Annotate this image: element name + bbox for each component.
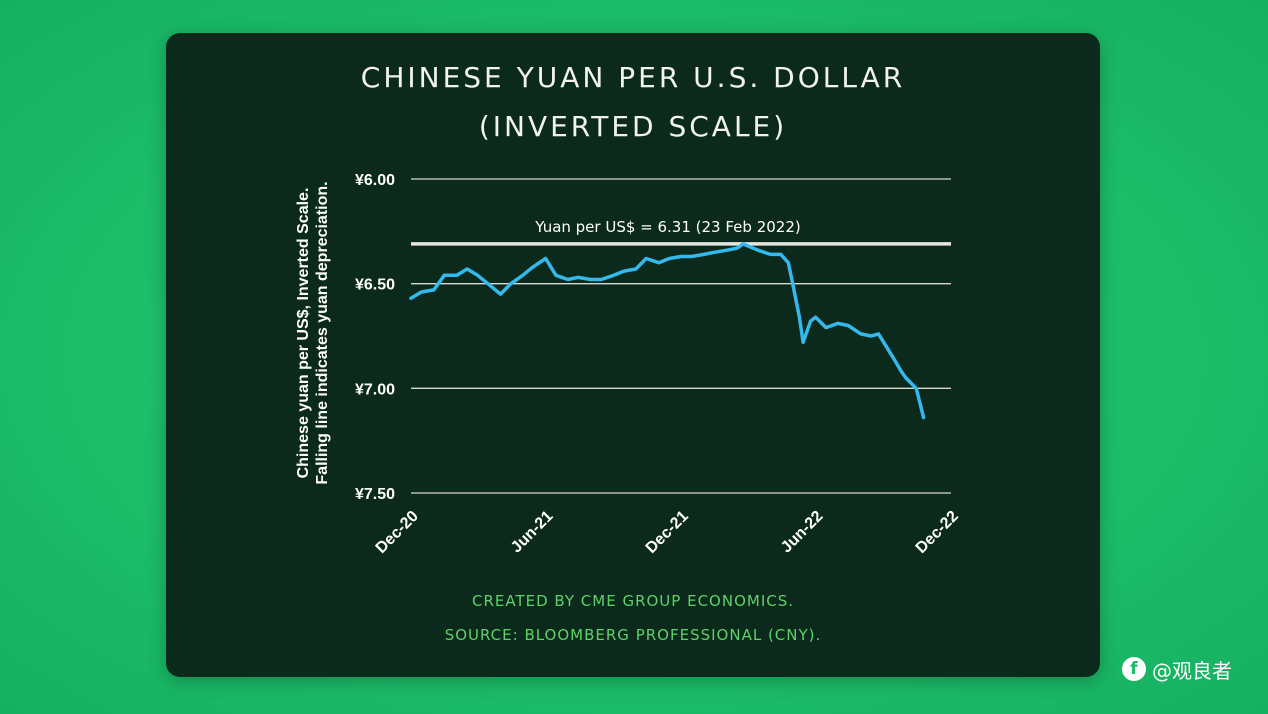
y-axis-label-line-2: Falling line indicates yuan depreciation… <box>314 181 331 484</box>
footer-source: SOURCE: BLOOMBERG PROFESSIONAL (CNY). <box>444 626 822 644</box>
x-tick-label: Dec-21 <box>643 508 692 557</box>
reference-line-label: Yuan per US$ = 6.31 (23 Feb 2022) <box>534 218 800 236</box>
y-tick-label: ¥6.50 <box>355 277 395 294</box>
x-tick-label: Dec-22 <box>913 508 962 557</box>
watermark: f @观良者 <box>1122 655 1232 683</box>
y-tick-label: ¥6.00 <box>355 172 395 189</box>
x-tick-label: Jun-21 <box>508 508 557 557</box>
y-tick-label: ¥7.50 <box>355 486 395 503</box>
watermark-text: @观良者 <box>1152 658 1232 683</box>
y-tick-label: ¥7.00 <box>355 381 395 398</box>
chart-title-line-1: CHINESE YUAN PER U.S. DOLLAR <box>360 61 906 94</box>
chart-card: CHINESE YUAN PER U.S. DOLLAR (INVERTED S… <box>166 33 1100 677</box>
series-line-cny <box>409 242 926 420</box>
x-tick-label: Jun-22 <box>778 508 827 557</box>
x-tick-label: Dec-20 <box>373 508 422 557</box>
chart-svg: Yuan per US$ = 6.31 (23 Feb 2022) ¥6.00 ¥… <box>295 172 962 557</box>
y-axis-label-line-1: Chinese yuan per US$, Inverted Scale. <box>295 188 312 479</box>
chart-title-line-2: (INVERTED SCALE) <box>478 110 788 143</box>
facebook-icon: f <box>1122 657 1146 681</box>
footer-created-by: CREATED BY CME GROUP ECONOMICS. <box>471 592 795 610</box>
